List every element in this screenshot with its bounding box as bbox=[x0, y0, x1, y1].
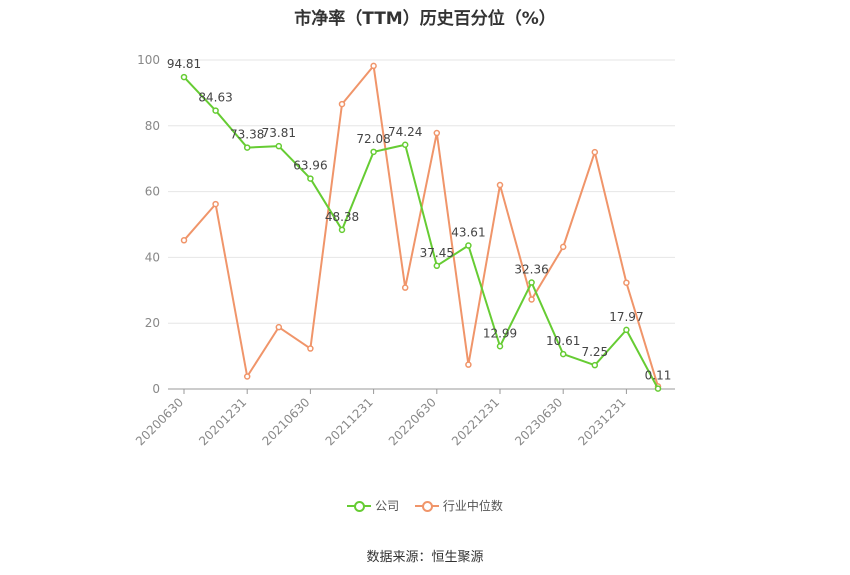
legend-swatch-industry-icon bbox=[414, 500, 439, 512]
x-tick-label: 20220630 bbox=[386, 395, 439, 448]
data-point-company bbox=[370, 148, 377, 156]
data-point-company bbox=[401, 141, 409, 149]
data-point-industry-median bbox=[370, 62, 377, 70]
data-label-company: 10.61 bbox=[546, 334, 580, 348]
y-tick-label: 20 bbox=[145, 316, 160, 330]
data-point-industry-median bbox=[338, 100, 346, 108]
x-tick-label: 20231231 bbox=[575, 395, 628, 448]
data-point-industry-median bbox=[307, 345, 314, 352]
data-label-company: 73.81 bbox=[262, 126, 296, 140]
data-point-industry-median bbox=[528, 296, 535, 303]
data-label-company: 63.96 bbox=[293, 159, 327, 173]
chart-title: 市净率（TTM）历史百分位（%） bbox=[294, 9, 556, 29]
legend: 公司 行业中位数 bbox=[0, 497, 850, 515]
data-label-company: 74.24 bbox=[388, 125, 422, 139]
y-tick-label: 0 bbox=[152, 382, 160, 396]
y-tick-label: 80 bbox=[145, 119, 160, 133]
data-point-industry-median bbox=[433, 129, 441, 137]
y-tick-label: 40 bbox=[145, 250, 160, 264]
data-label-company: 94.81 bbox=[167, 57, 201, 71]
grid-lines bbox=[168, 59, 675, 324]
x-tick-label: 20200630 bbox=[133, 395, 186, 448]
data-point-company bbox=[528, 279, 535, 286]
data-point-company bbox=[623, 326, 630, 334]
data-point-company bbox=[243, 144, 251, 151]
data-label-company: 32.36 bbox=[514, 263, 548, 277]
legend-label-company: 公司 bbox=[375, 499, 400, 513]
data-point-company bbox=[433, 262, 441, 270]
data-point-company bbox=[496, 343, 504, 350]
data-label-company: 84.63 bbox=[198, 91, 232, 105]
legend-item-company[interactable]: 公司 bbox=[347, 497, 399, 514]
legend-label-industry-median: 行业中位数 bbox=[442, 499, 503, 513]
data-label-company: 73.38 bbox=[230, 128, 264, 142]
data-point-company bbox=[307, 175, 314, 182]
y-tick-label: 100 bbox=[137, 53, 160, 67]
data-point-industry-median bbox=[275, 323, 283, 331]
series-line-industry-median bbox=[183, 64, 659, 387]
data-point-company bbox=[591, 361, 599, 369]
data-point-industry-median bbox=[559, 243, 567, 251]
data-point-company bbox=[180, 73, 188, 81]
x-tick-label: 20221231 bbox=[449, 395, 502, 448]
data-point-industry-median bbox=[212, 200, 219, 208]
data-point-industry-median bbox=[465, 361, 472, 368]
data-point-company bbox=[654, 385, 662, 392]
data-label-company: 12.99 bbox=[483, 326, 517, 340]
x-tick-label: 20230630 bbox=[512, 395, 565, 448]
data-point-industry-median bbox=[496, 181, 504, 189]
legend-item-industry-median[interactable]: 行业中位数 bbox=[414, 497, 503, 514]
data-label-company: 43.61 bbox=[451, 226, 485, 240]
data-point-industry-median bbox=[243, 373, 251, 380]
x-tick-label: 20211231 bbox=[323, 395, 376, 448]
data-point-industry-median bbox=[591, 148, 599, 156]
data-label-company: 7.25 bbox=[581, 345, 608, 359]
data-point-company bbox=[212, 107, 219, 114]
data-source: 数据来源：恒生聚源 bbox=[366, 550, 484, 565]
data-label-company: 17.97 bbox=[609, 310, 643, 324]
data-label-company: 0.11 bbox=[645, 369, 672, 383]
data-point-company bbox=[559, 350, 567, 358]
legend-swatch-company-icon bbox=[347, 500, 372, 512]
series-layer bbox=[180, 62, 662, 392]
data-point-industry-median bbox=[180, 237, 188, 244]
data-label-company: 37.45 bbox=[420, 246, 454, 260]
data-point-industry-median bbox=[401, 284, 409, 291]
x-tick-label: 20210630 bbox=[259, 395, 312, 448]
data-label-company: 72.08 bbox=[356, 132, 390, 146]
data-point-industry-median bbox=[623, 279, 630, 286]
data-label-company: 48.38 bbox=[325, 210, 359, 224]
data-point-company bbox=[338, 226, 346, 234]
series-line-company bbox=[183, 76, 659, 390]
data-point-company bbox=[275, 142, 283, 150]
data-point-company bbox=[465, 242, 472, 249]
x-tick-label: 20201231 bbox=[196, 395, 249, 448]
y-tick-label: 60 bbox=[145, 185, 160, 199]
